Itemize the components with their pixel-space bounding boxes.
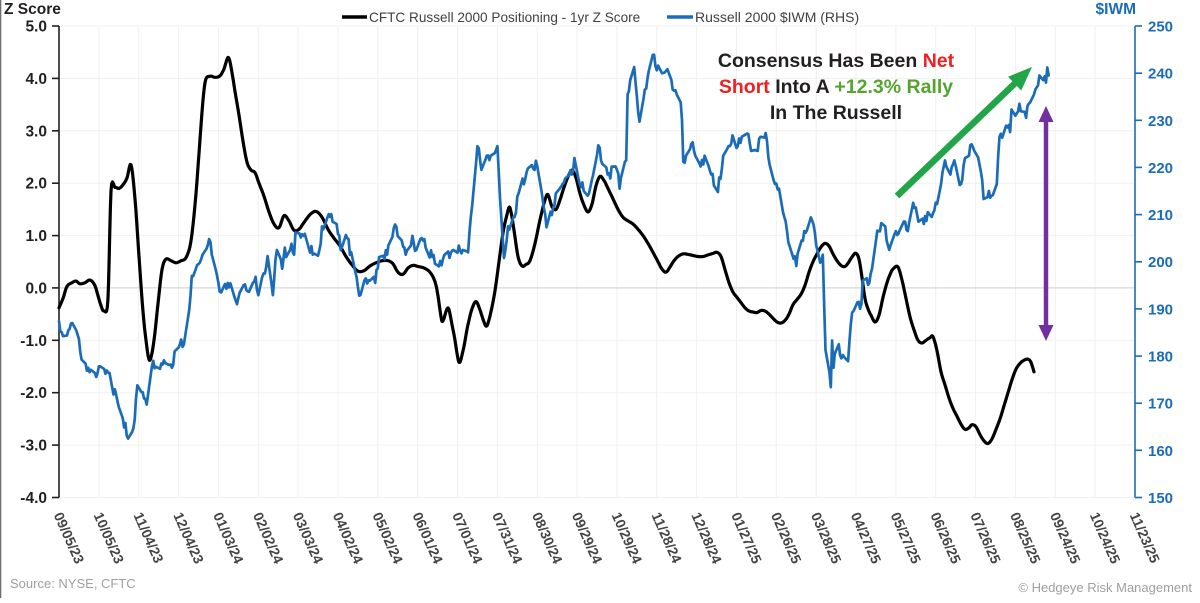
svg-text:CFTC Russell 2000 Positioning: CFTC Russell 2000 Positioning - 1yr Z Sc…: [369, 10, 640, 25]
svg-text:250: 250: [1148, 19, 1173, 36]
svg-text:-3.0: -3.0: [20, 438, 47, 455]
svg-text:Russell 2000 $IWM (RHS): Russell 2000 $IWM (RHS): [695, 9, 859, 25]
svg-text:Source: NYSE, CFTC: Source: NYSE, CFTC: [10, 576, 136, 591]
svg-text:190: 190: [1148, 301, 1173, 318]
svg-text:5.0: 5.0: [25, 19, 47, 36]
svg-text:In The Russell: In The Russell: [770, 102, 902, 124]
svg-text:160: 160: [1148, 443, 1173, 460]
svg-text:-1.0: -1.0: [20, 333, 47, 350]
svg-text:3.0: 3.0: [25, 123, 47, 140]
svg-text:220: 220: [1148, 160, 1173, 177]
svg-text:Short Into A +12.3% Rally: Short Into A +12.3% Rally: [719, 76, 953, 98]
svg-text:170: 170: [1148, 396, 1173, 413]
svg-text:$IWM: $IWM: [1096, 1, 1136, 18]
svg-text:230: 230: [1148, 113, 1173, 130]
svg-text:150: 150: [1148, 490, 1173, 507]
svg-text:210: 210: [1148, 207, 1173, 224]
svg-text:Z Score: Z Score: [4, 1, 61, 18]
svg-text:2.0: 2.0: [25, 176, 47, 193]
svg-text:-2.0: -2.0: [20, 385, 47, 402]
svg-text:0.0: 0.0: [25, 280, 47, 297]
svg-text:240: 240: [1148, 66, 1173, 83]
svg-text:© Hedgeye Risk Management: © Hedgeye Risk Management: [1018, 580, 1192, 595]
svg-text:4.0: 4.0: [25, 71, 47, 88]
svg-text:-4.0: -4.0: [20, 490, 47, 507]
svg-text:200: 200: [1148, 254, 1173, 271]
svg-text:180: 180: [1148, 349, 1173, 366]
svg-text:Consensus Has Been Net: Consensus Has Been Net: [718, 50, 955, 72]
svg-text:1.0: 1.0: [25, 228, 47, 245]
